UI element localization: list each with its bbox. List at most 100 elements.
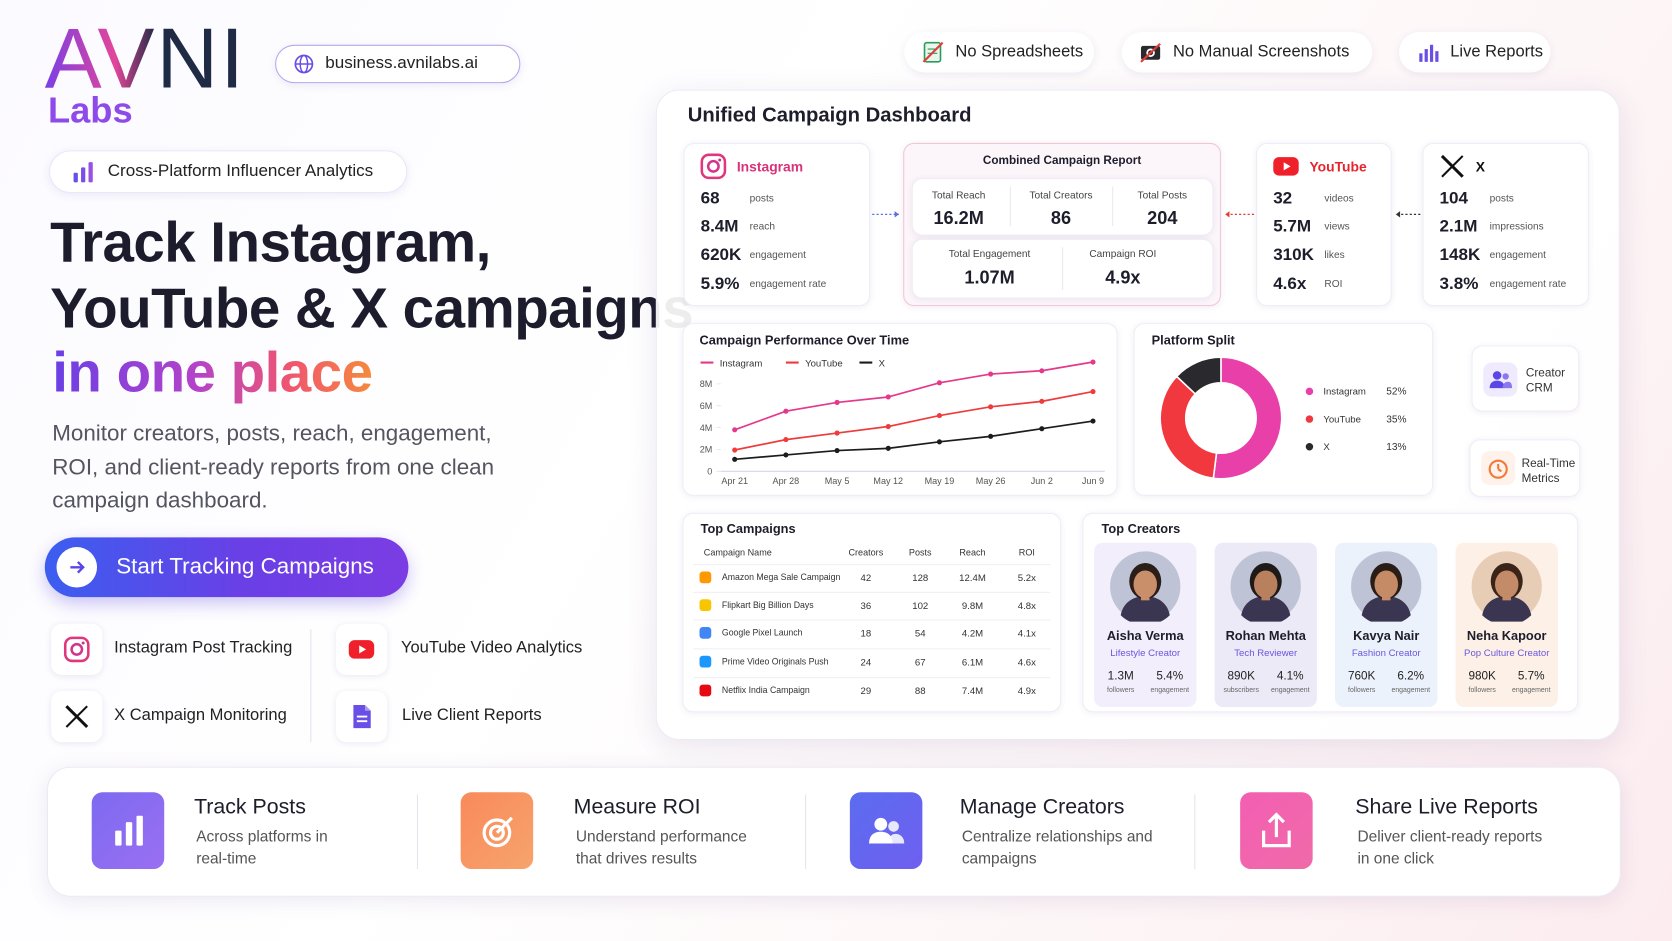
combined-title: Combined Campaign Report [982,154,1142,168]
feature-icon [335,690,388,743]
stat-label: posts [749,193,774,205]
hero-title-line: YouTube & X campaigns [50,277,694,341]
stat-label: engagement [749,249,806,262]
combined-inner [911,178,1214,236]
data-point [834,447,840,454]
badge-icon [1140,42,1161,63]
creator-stat-label: engagement [1511,686,1551,695]
platform-card [1422,142,1589,307]
benefit-divider [805,794,807,870]
combined-stat-label: Total Reach [931,189,986,202]
creator-stat-value: 5.7% [1517,669,1545,683]
feature-label: Instagram Post Tracking [114,638,293,657]
data-point [783,452,789,458]
benefit-divider [1194,794,1196,870]
badge-icon [1419,44,1439,62]
stat-value: 148K [1439,246,1481,265]
stat-value: 3.8% [1439,275,1479,294]
creator-stat-value: 5.4% [1156,669,1184,683]
creator-stat-label: engagement [1270,686,1310,695]
creator-stat-value: 760K [1347,669,1376,683]
connector-arrow [894,211,899,218]
stat-value: 2.1M [1439,217,1478,236]
brand-icon [699,627,712,639]
creator-avatar [1230,551,1301,626]
table-cell: 4.8x [1017,600,1036,612]
feature-icon [335,623,388,675]
creator-name: Aisha Verma [1106,628,1184,643]
benefit-icon [1240,792,1313,870]
creator-crm-button[interactable] [1471,345,1580,412]
table-header: Posts [908,547,932,558]
stat-value: 4.6x [1273,275,1307,294]
feature-icon [51,690,103,743]
benefit-title: Track Posts [194,795,306,819]
creator-stat-label: followers [1107,686,1135,695]
stat-value: 8.4M [700,217,739,236]
divider [1062,247,1064,291]
creator-stat-label: followers [1468,686,1496,695]
x-tick-label: May 26 [976,476,1006,486]
legend-dot [1305,443,1314,451]
row-separator [693,591,1051,593]
row-separator [693,648,1051,650]
badge: No Spreadsheets [904,31,1095,73]
data-point [834,399,840,406]
donut-segment [1159,375,1218,480]
feature-label: Live Client Reports [402,705,542,725]
x-tick-label: May 19 [925,476,955,486]
combined-stat-label: Total Engagement [948,248,1031,261]
platform-card [1256,142,1392,307]
donut-segment [1175,356,1222,396]
table-cell: 42 [860,572,872,584]
table-header: Reach [959,547,986,558]
url: business.avnilabs.ai [325,54,478,73]
benefit-description: Centralize relationships and campaigns [961,828,1153,868]
benefit-icon [91,792,165,870]
data-point [936,380,942,386]
data-point [988,371,994,377]
value-label: 35% [1386,414,1406,425]
data-point [1090,388,1096,395]
benefit-title: Measure ROI [573,795,701,819]
logo-top: AVNI [44,10,247,106]
badge: Live Reports [1399,31,1551,73]
table-cell: 4.1x [1017,628,1036,639]
table-cell: 18 [860,628,872,639]
legend-label: YouTube [805,358,843,369]
cta-button[interactable]: Start Tracking Campaigns [44,537,409,598]
badge-label: No Spreadsheets [955,42,1084,61]
legend-dot [1305,387,1314,396]
value-label: 13% [1386,442,1406,453]
feature-label: X Campaign Monitoring [114,705,287,725]
stat-label: videos [1324,193,1354,205]
platform-icon [1438,152,1466,180]
table-cell: Prime Video Originals Push [721,656,829,667]
table-cell: 54 [914,628,926,639]
table-cell: 67 [914,656,926,668]
stat-label: engagement rate [1489,278,1567,291]
badge-icon [922,41,944,63]
tag-label: Cross-Platform Influencer Analytics [107,162,374,181]
cta-arrow [56,547,98,588]
combined-stat-value: 4.9x [1105,267,1141,288]
badge-label: Live Reports [1450,42,1543,61]
data-point [936,413,942,419]
data-point [783,437,789,443]
hero-title-line: Track Instagram, [50,211,491,275]
data-point [1090,418,1096,424]
platform-card [683,142,871,307]
stat-label: impressions [1489,220,1544,233]
brand-icon [699,684,712,697]
benefit-description: Across platforms in real-time [196,828,328,868]
legend-dot [1305,415,1314,423]
y-tick-label: 4M [700,423,713,433]
benefit-title: Share Live Reports [1355,795,1538,819]
data-point [1039,368,1045,374]
row-separator [693,619,1051,621]
platform-icon [700,152,728,180]
stat-label: ROI [1324,278,1343,291]
y-tick-label: 8M [700,379,713,389]
url-pill[interactable]: business.avnilabs.ai [275,44,521,84]
